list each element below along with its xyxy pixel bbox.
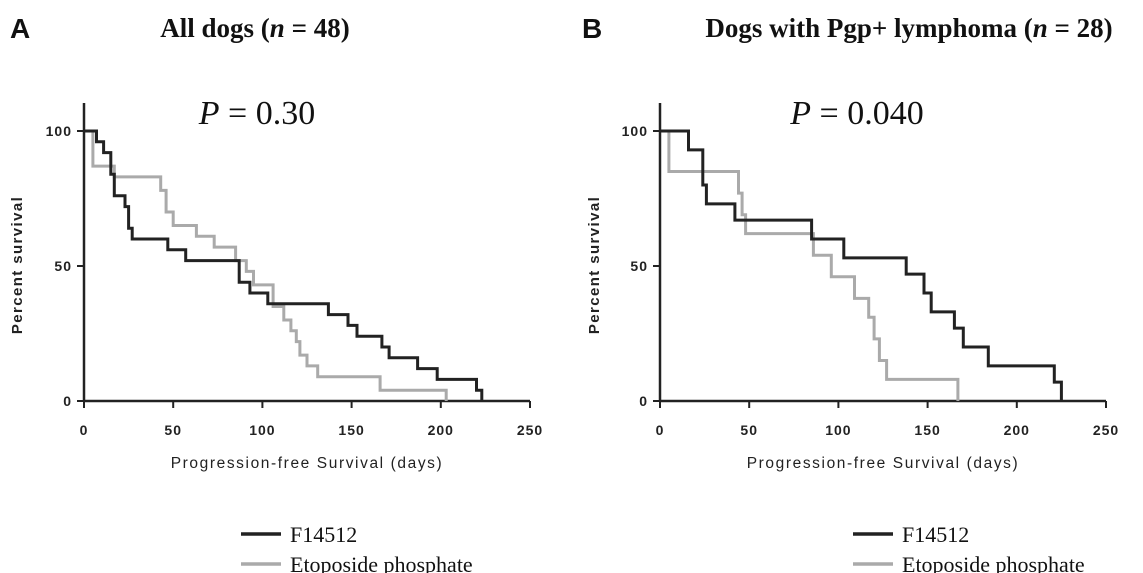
survival-curve-etoposide-phosphate xyxy=(660,129,960,401)
y-tick-label: 50 xyxy=(54,258,72,274)
panel-b: B Dogs with Pgp+ lymphoma (n = 28) P = 0.0… xyxy=(572,0,1143,573)
x-tick-label: 0 xyxy=(80,422,89,438)
x-tick-label: 50 xyxy=(740,422,758,438)
title-n: n xyxy=(270,13,285,43)
panel-letter: B xyxy=(582,13,602,44)
x-tick-label: 200 xyxy=(428,422,454,438)
panel-letter: A xyxy=(10,13,30,44)
x-tick-label: 250 xyxy=(1093,422,1119,438)
x-tick-label: 100 xyxy=(249,422,275,438)
panel-title: Dogs with Pgp+ lymphoma (n = 28) xyxy=(705,13,1112,43)
km-chart-a: A All dogs (n = 48) P = 0.30 0 50 100 0 50 100 15… xyxy=(9,13,543,573)
panel-a: A All dogs (n = 48) P = 0.30 0 50 100 0 50 100 15… xyxy=(0,0,571,573)
legend-label: F14512 xyxy=(902,522,969,547)
x-tick-label: 100 xyxy=(825,422,851,438)
title-n: n xyxy=(1033,13,1048,43)
p-value-annotation: P = 0.040 xyxy=(789,95,923,132)
title-text: Dogs with Pgp+ lymphoma ( xyxy=(705,13,1032,43)
legend-label: F14512 xyxy=(290,522,357,547)
legend-label: Etoposide phosphate xyxy=(290,552,473,573)
panel-title: All dogs (n = 48) xyxy=(160,13,349,43)
y-tick-label: 50 xyxy=(630,258,648,274)
p-symbol: P xyxy=(789,95,811,132)
x-tick-label: 50 xyxy=(164,422,182,438)
p-value: = 0.30 xyxy=(220,95,316,132)
x-axis-title: Progression-free Survival (days) xyxy=(171,455,444,472)
y-tick-label: 0 xyxy=(639,393,648,409)
title-n-value: = 48) xyxy=(285,13,350,43)
y-tick-label: 100 xyxy=(622,123,648,139)
x-tick-label: 150 xyxy=(338,422,364,438)
x-tick-label: 0 xyxy=(656,422,665,438)
p-symbol: P xyxy=(198,95,220,132)
legend-label: Etoposide phosphate xyxy=(902,552,1085,573)
title-text: All dogs ( xyxy=(160,13,270,43)
title-n-value: = 28) xyxy=(1048,13,1113,43)
survival-curve-f14512 xyxy=(84,129,484,401)
survival-curve-etoposide-phosphate xyxy=(84,129,448,401)
x-tick-label: 250 xyxy=(517,422,543,438)
p-value: = 0.040 xyxy=(811,95,924,132)
y-tick-label: 0 xyxy=(63,393,72,409)
km-chart-b: B Dogs with Pgp+ lymphoma (n = 28) P = 0.0… xyxy=(582,13,1119,573)
y-axis-title: Percent survival xyxy=(9,196,26,334)
x-tick-label: 150 xyxy=(914,422,940,438)
survival-curve-f14512 xyxy=(660,129,1063,401)
p-value-annotation: P = 0.30 xyxy=(198,95,315,132)
x-tick-label: 200 xyxy=(1004,422,1030,438)
y-tick-label: 100 xyxy=(46,123,72,139)
x-axis-title: Progression-free Survival (days) xyxy=(747,455,1020,472)
y-axis-title: Percent survival xyxy=(586,196,603,334)
